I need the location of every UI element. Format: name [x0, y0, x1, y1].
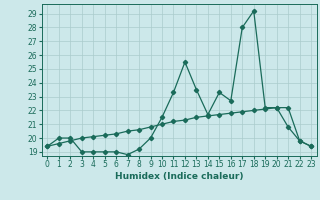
X-axis label: Humidex (Indice chaleur): Humidex (Indice chaleur)	[115, 172, 244, 181]
